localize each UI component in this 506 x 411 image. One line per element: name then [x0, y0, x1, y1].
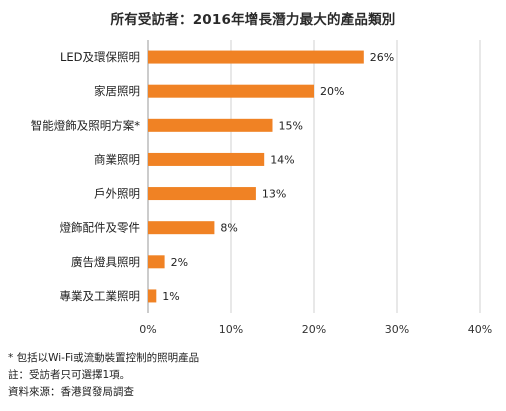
x-tick-label: 0% — [139, 323, 156, 336]
category-label: 商業照明 — [94, 152, 140, 166]
value-label: 26% — [370, 51, 394, 64]
category-label: 燈飾配件及零件 — [60, 221, 141, 235]
bar — [148, 84, 314, 98]
x-tick-labels: 0% 10% 20% 30% 40% — [139, 323, 492, 336]
value-label: 14% — [270, 153, 294, 166]
x-tick-label: 10% — [219, 323, 243, 336]
category-label: 專業及工業照明 — [60, 289, 141, 303]
footnote-respondents: 註：受訪者只可選擇1項。 — [8, 369, 131, 381]
bars — [148, 50, 364, 303]
footnote-wifi: * 包括以Wi-Fi或流動裝置控制的照明產品 — [8, 352, 200, 364]
value-label: 13% — [262, 188, 286, 201]
category-label: 戶外照明 — [94, 187, 140, 201]
category-label: 智能燈飾及照明方案* — [31, 118, 140, 132]
gridlines — [147, 40, 481, 313]
value-labels: 26% 20% 15% 14% 13% 8% 2% 1% — [162, 51, 394, 303]
x-tick-label: 20% — [302, 323, 326, 336]
x-tick-label: 40% — [468, 323, 492, 336]
value-label: 20% — [320, 85, 344, 98]
value-label: 1% — [162, 290, 179, 303]
bar — [148, 118, 273, 132]
bar — [148, 255, 165, 269]
bar — [148, 152, 265, 166]
chart-title: 所有受訪者：2016年增長潛力最大的產品類別 — [110, 12, 396, 28]
category-label: LED及環保照明 — [60, 50, 140, 64]
bar — [148, 289, 157, 303]
x-tick-label: 30% — [385, 323, 409, 336]
category-label: 廣告燈具照明 — [71, 255, 140, 269]
footnotes: * 包括以Wi-Fi或流動裝置控制的照明產品 註：受訪者只可選擇1項。 資料來源… — [8, 350, 199, 401]
category-label: 家居照明 — [94, 84, 140, 98]
bar — [148, 50, 364, 64]
footnote-source: 資料來源：香港貿發局調查 — [8, 386, 134, 398]
bar — [148, 187, 256, 201]
value-label: 15% — [279, 119, 303, 132]
value-label: 2% — [171, 256, 188, 269]
value-label: 8% — [220, 222, 237, 235]
bar — [148, 221, 215, 235]
bar-chart: 26% 20% 15% 14% 13% 8% 2% 1% LED及環保照明家居照明智能燈飾及照… — [31, 40, 492, 336]
